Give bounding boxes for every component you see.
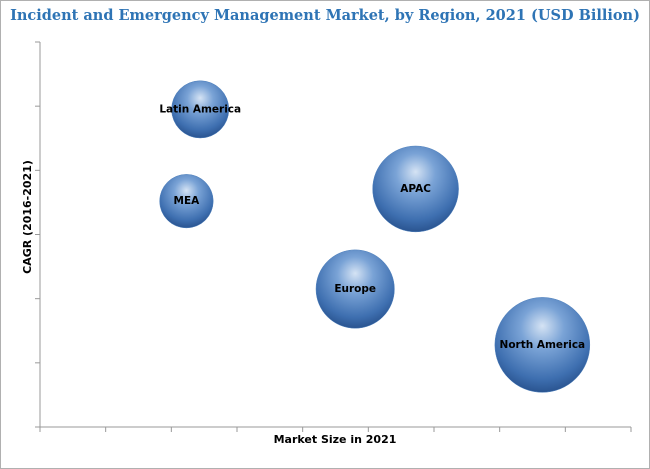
bubble-label: APAC xyxy=(400,183,431,195)
bubble-label: Latin America xyxy=(159,103,241,115)
bubble xyxy=(171,80,230,139)
bubble-label: North America xyxy=(500,339,586,351)
bubble xyxy=(159,174,214,229)
chart-title: Incident and Emergency Management Market… xyxy=(10,7,640,24)
bubble xyxy=(372,145,459,233)
bubble xyxy=(494,297,591,393)
bubble xyxy=(315,249,395,329)
y-axis-label: CAGR (2016-2021) xyxy=(21,160,34,274)
bubble-label: MEA xyxy=(174,195,201,207)
x-axis-label: Market Size in 2021 xyxy=(274,433,397,446)
bubble-label: Europe xyxy=(334,283,376,295)
